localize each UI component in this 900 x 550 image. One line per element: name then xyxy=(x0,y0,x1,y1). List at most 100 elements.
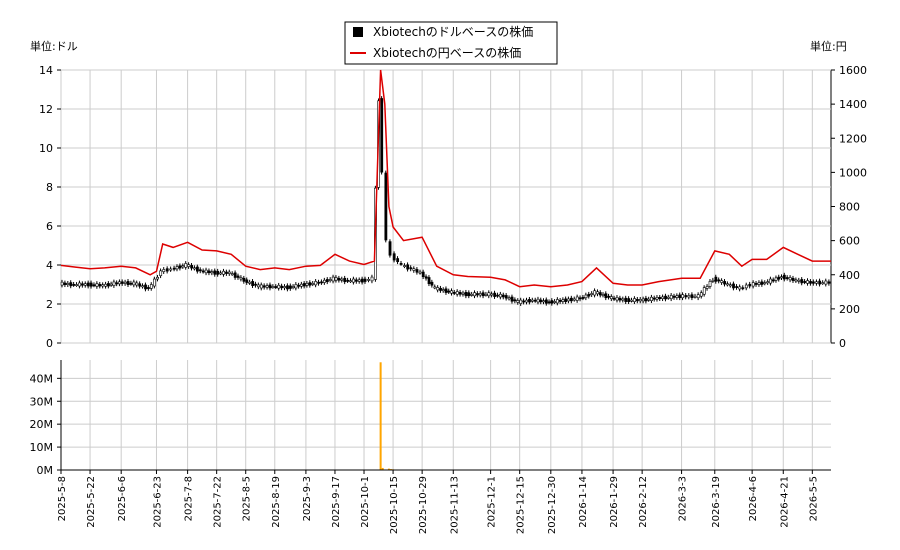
usd-candle-body xyxy=(553,301,557,303)
usd-candle-body xyxy=(227,271,231,274)
usd-candle-body xyxy=(210,271,214,274)
volume-tick-label: 40M xyxy=(30,372,54,385)
usd-candle-body xyxy=(487,292,491,297)
usd-candle-body xyxy=(794,279,798,282)
usd-candle-body xyxy=(126,281,130,285)
usd-candle-body xyxy=(251,281,255,286)
usd-candle-body xyxy=(732,283,735,289)
usd-candle-body xyxy=(615,297,619,301)
usd-candle-body xyxy=(144,284,147,290)
usd-candle-body xyxy=(95,283,99,287)
x-tick-label: 2025-10-1 xyxy=(360,476,371,528)
usd-candle-body xyxy=(578,297,582,300)
x-tick-label: 2025-5-22 xyxy=(86,476,97,528)
usd-candle-body xyxy=(809,281,812,284)
usd-candle-body xyxy=(690,294,694,299)
usd-candle-body xyxy=(320,281,323,284)
usd-candle-body xyxy=(797,279,801,282)
x-tick-label: 2025-6-23 xyxy=(152,476,163,528)
usd-candle-body xyxy=(672,295,676,298)
usd-candle-body xyxy=(806,280,810,284)
usd-candle-body xyxy=(647,298,651,301)
usd-candle-body xyxy=(436,287,440,291)
usd-candle-body xyxy=(504,295,508,299)
usd-candle-body xyxy=(684,295,688,298)
usd-candle-body xyxy=(641,298,645,302)
usd-candles xyxy=(60,96,831,306)
usd-candle-body xyxy=(760,281,764,285)
volume-plot-area xyxy=(61,360,831,470)
usd-candle-body xyxy=(236,275,240,278)
usd-candle-body xyxy=(138,283,142,287)
usd-candle-body xyxy=(575,296,579,301)
usd-candle-body xyxy=(633,298,636,302)
usd-candle-body xyxy=(396,258,400,263)
usd-candle-body xyxy=(450,290,453,294)
usd-candle-body xyxy=(101,284,105,287)
usd-candle-body xyxy=(476,293,479,296)
usd-candle-body xyxy=(349,280,352,283)
y-left-tick-label: 10 xyxy=(39,142,53,155)
usd-candle-body xyxy=(818,280,822,285)
usd-candle-body xyxy=(424,276,428,279)
usd-candle-body xyxy=(678,294,682,299)
usd-candle-body xyxy=(311,283,315,285)
usd-candle-body xyxy=(357,279,361,282)
usd-candle-body xyxy=(430,281,434,286)
usd-candle-body xyxy=(123,281,127,284)
usd-candle-body xyxy=(478,293,482,296)
usd-candle-body xyxy=(601,294,605,296)
usd-candle-body xyxy=(675,295,679,298)
usd-candle-body xyxy=(751,282,755,287)
y-left-tick-label: 8 xyxy=(46,181,53,194)
x-tick-label: 2025-9-3 xyxy=(302,476,313,521)
usd-candle-body xyxy=(669,295,673,300)
usd-candle-body xyxy=(147,287,150,289)
usd-candle-body xyxy=(644,297,648,302)
y-left-tick-label: 4 xyxy=(46,259,53,272)
x-tick-label: 2025-10-15 xyxy=(389,476,400,534)
usd-candle-body xyxy=(717,279,721,282)
usd-candle-body xyxy=(328,279,332,281)
usd-candle-body xyxy=(308,282,312,286)
usd-candle-body xyxy=(815,281,818,284)
usd-candle-body xyxy=(542,300,546,303)
usd-candle-body xyxy=(561,299,565,302)
legend-box xyxy=(344,21,558,65)
usd-candle-body xyxy=(744,284,748,289)
volume-ticks: 0M 10M 20M 30M 40M xyxy=(30,372,61,477)
x-tick-label: 2025-8-19 xyxy=(271,476,282,528)
usd-candle-body xyxy=(496,294,499,297)
x-tick-label: 2026-4-21 xyxy=(779,476,790,528)
usd-candle-body xyxy=(392,253,396,261)
usd-candle-body xyxy=(363,278,367,282)
usd-candle-body xyxy=(380,98,384,173)
usd-candle-body xyxy=(115,282,119,285)
usd-candle-body xyxy=(219,272,223,275)
usd-candle-body xyxy=(384,172,388,241)
usd-candle-body xyxy=(461,292,465,295)
usd-candle-body xyxy=(239,277,243,280)
usd-candle-body xyxy=(83,283,87,286)
usd-candle-body xyxy=(593,290,597,296)
usd-candle-body xyxy=(245,279,249,283)
usd-candle-body xyxy=(184,263,188,268)
legend-swatch-usd xyxy=(353,27,363,37)
usd-candle-body xyxy=(262,285,266,288)
usd-candle-body xyxy=(741,287,745,290)
usd-candle-body xyxy=(572,298,576,301)
volume-tick-label: 20M xyxy=(30,418,54,431)
usd-candle-body xyxy=(63,282,67,285)
usd-candle-body xyxy=(248,281,252,284)
usd-candle-body xyxy=(86,282,90,287)
usd-candle-body xyxy=(289,285,292,289)
usd-candle-body xyxy=(598,292,602,296)
price-grid xyxy=(60,69,831,344)
usd-candle-body xyxy=(624,297,628,302)
usd-candle-body xyxy=(723,281,726,285)
usd-candle-body xyxy=(604,293,608,299)
usd-candle-body xyxy=(464,291,468,297)
usd-candle-body xyxy=(650,296,653,301)
volume-tick-label: 30M xyxy=(30,395,54,408)
usd-candle-body xyxy=(499,293,502,298)
